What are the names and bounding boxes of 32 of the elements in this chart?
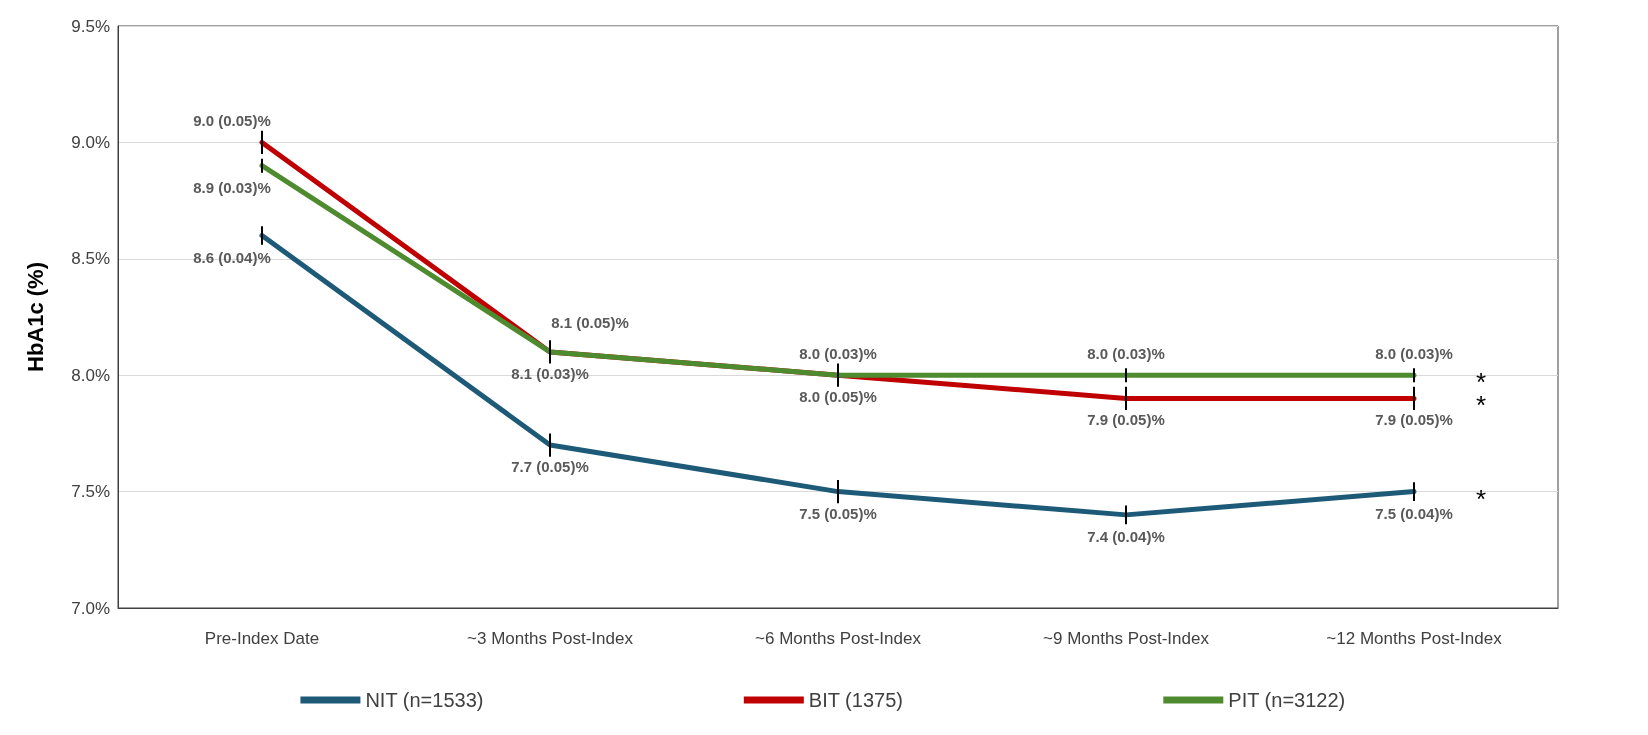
y-axis-title: HbA1c (%)	[22, 261, 48, 373]
annotation: *	[1476, 390, 1487, 421]
x-tick-label: Pre-Index Date	[204, 629, 320, 648]
x-tick-label: ~6 Months Post-Index	[755, 629, 922, 648]
x-tick-label: ~9 Months Post-Index	[1043, 629, 1210, 648]
data-label: 7.4 (0.04)%	[1087, 527, 1165, 545]
data-label: 7.7 (0.05)%	[511, 458, 589, 476]
y-tick-label: 7.0%	[71, 598, 110, 618]
y-tick-label: 9.5%	[71, 16, 110, 36]
x-tick-label: ~3 Months Post-Index	[467, 629, 634, 648]
legend-label: BIT (1375)	[808, 689, 903, 711]
data-label: 8.0 (0.03)%	[1087, 345, 1165, 363]
data-label: 8.1 (0.05)%	[551, 313, 629, 331]
data-label: 7.9 (0.05)%	[1375, 411, 1453, 429]
y-tick-label: 8.5%	[71, 249, 110, 269]
data-label: 8.0 (0.03)%	[1375, 345, 1453, 363]
y-tick-label: 9.0%	[71, 132, 110, 152]
legend-label: PIT (n=3122)	[1228, 689, 1346, 711]
data-label: 7.9 (0.05)%	[1087, 411, 1165, 429]
y-tick-label: 7.5%	[71, 482, 110, 502]
annotation: *	[1476, 483, 1487, 514]
data-label: 8.0 (0.05)%	[799, 388, 877, 406]
data-label: 8.9 (0.03)%	[193, 178, 271, 196]
data-label: 7.5 (0.05)%	[799, 504, 877, 522]
data-label: 7.5 (0.04)%	[1375, 504, 1453, 522]
data-label: 9.0 (0.05)%	[193, 112, 271, 130]
x-tick-label: ~12 Months Post-Index	[1326, 629, 1503, 648]
data-label: 8.1 (0.03)%	[511, 364, 589, 382]
y-tick-label: 8.0%	[71, 365, 110, 385]
legend-label: NIT (n=1533)	[365, 689, 484, 711]
data-label: 8.6 (0.04)%	[193, 248, 271, 266]
data-label: 8.0 (0.03)%	[799, 345, 877, 363]
